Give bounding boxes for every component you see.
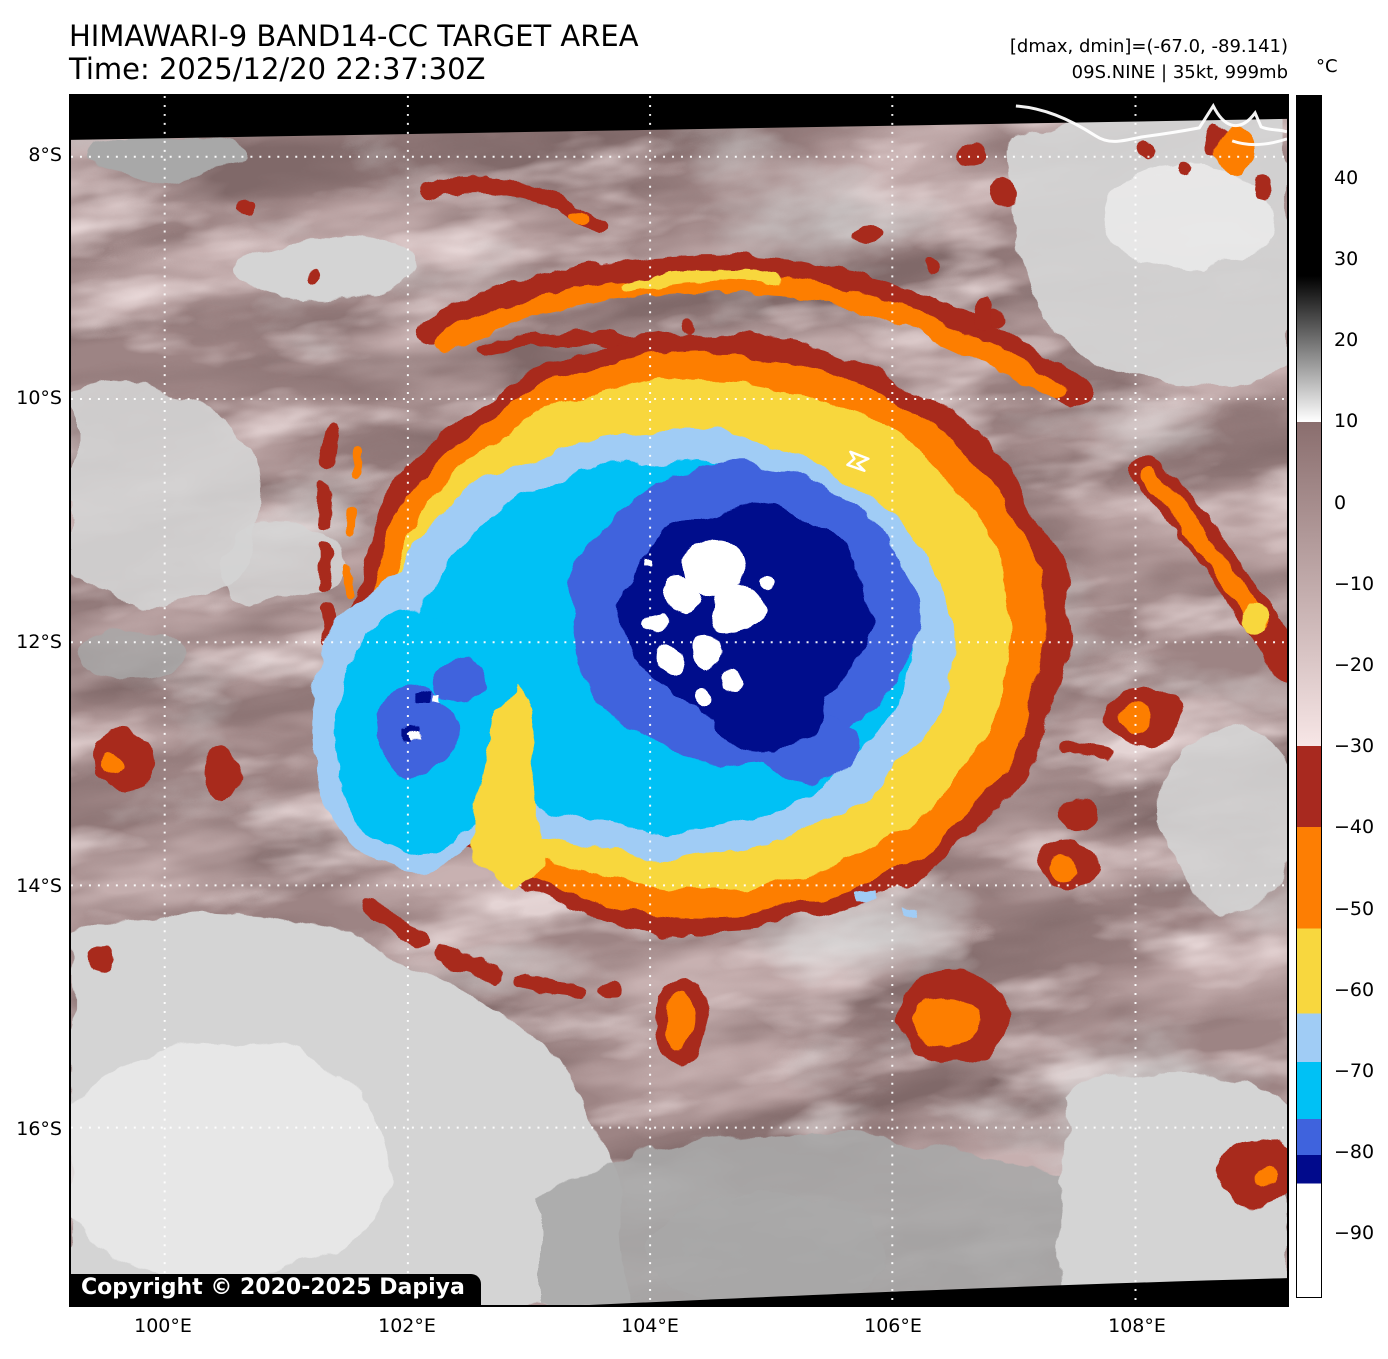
colorbar-tick-label: −50 <box>1334 898 1375 920</box>
coastline <box>1015 102 1287 147</box>
dmax-dmin-annotation: [dmax, dmin]=(-67.0, -89.141) <box>1009 36 1288 57</box>
satellite-map-frame: Copyright © 2020-2025 Dapiya <box>69 94 1289 1307</box>
x-tick-label: 100°E <box>134 1315 192 1337</box>
y-tick-label: 16°S <box>16 1118 62 1140</box>
colorbar-tick-label: 10 <box>1334 410 1359 432</box>
satellite-map <box>71 96 1287 1305</box>
y-tick-label: 12°S <box>16 631 62 653</box>
annotation-block: [dmax, dmin]=(-67.0, -89.141) 09S.NINE |… <box>1010 34 1288 86</box>
storm-core <box>310 333 1070 932</box>
time-label: Time: 2025/12/20 22:37:30Z <box>69 52 486 86</box>
x-tick-label: 104°E <box>621 1315 679 1337</box>
copyright-badge: Copyright © 2020-2025 Dapiya <box>71 1274 481 1305</box>
colorbar-tick-label: 20 <box>1334 329 1359 351</box>
colorbar-tick-label: 0 <box>1334 492 1347 514</box>
swath-edge-black <box>71 96 1287 1305</box>
colorbar-tick-label: −20 <box>1334 654 1375 676</box>
x-tick-label: 108°E <box>1108 1315 1166 1337</box>
y-tick-label: 14°S <box>16 875 62 897</box>
overshooting-tops-white <box>639 536 778 705</box>
header-block: HIMAWARI-9 BAND14-CC TARGET AREA Time: 2… <box>69 20 639 86</box>
storm-center-marker <box>846 450 870 473</box>
storm-id-annotation: 09S.NINE | 35kt, 999mb <box>1071 62 1288 83</box>
colorbar <box>1296 95 1322 1298</box>
x-tick-label: 106°E <box>864 1315 922 1337</box>
gray-cloud-masses <box>71 106 1287 1305</box>
y-tick-label: 8°S <box>28 144 62 166</box>
outer-rainbands <box>90 121 1287 1205</box>
colorbar-tick-label: −40 <box>1334 816 1375 838</box>
colorbar-tick-label: −90 <box>1334 1222 1375 1244</box>
colorbar-tick-label: −30 <box>1334 735 1375 757</box>
west-lobe <box>374 664 484 772</box>
colorbar-tick-label: −80 <box>1334 1141 1375 1163</box>
colorbar-unit-label: °C <box>1316 56 1338 77</box>
colorbar-tick-label: −70 <box>1334 1060 1375 1082</box>
colorbar-tick-label: 30 <box>1334 248 1359 270</box>
page-title: HIMAWARI-9 BAND14-CC TARGET AREA <box>69 19 639 53</box>
colorbar-tick-label: −10 <box>1334 573 1375 595</box>
x-tick-label: 102°E <box>378 1315 436 1337</box>
colorbar-tick-label: 40 <box>1334 167 1359 189</box>
y-tick-label: 10°S <box>16 387 62 409</box>
colorbar-tick-label: −60 <box>1334 979 1375 1001</box>
